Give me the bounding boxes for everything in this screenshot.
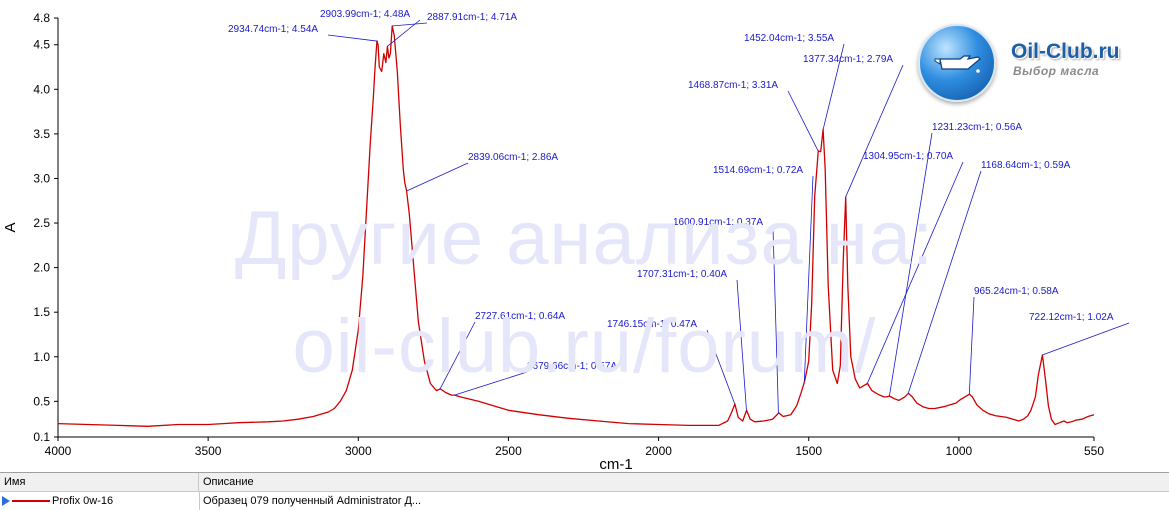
y-tick-label: 4.0 <box>33 82 50 96</box>
legend-row[interactable]: Profix 0w-16 Образец 079 полученный Admi… <box>0 492 1169 510</box>
series-color-swatch <box>12 500 50 502</box>
logo-subtitle: Выбор масла <box>1013 64 1100 78</box>
logo-title: Oil-Club.ru <box>1011 40 1120 63</box>
x-tick-label: 550 <box>1084 444 1104 458</box>
annotation-label: 1707.31cm-1; 0.40A <box>637 269 727 280</box>
row-selected-arrow-icon <box>2 496 10 506</box>
annotation-label: 1168.64cm-1; 0.59A <box>981 160 1071 171</box>
annotation-label: 722.12cm-1; 1.02A <box>1029 312 1114 323</box>
column-header-description[interactable]: Описание <box>203 476 254 488</box>
annotation-leader <box>1042 322 1130 356</box>
annotation-label: 1514.69cm-1; 0.72A <box>713 165 803 176</box>
x-axis-label: cm-1 <box>599 456 632 472</box>
annotation-leader <box>439 321 476 390</box>
y-tick-label: 2.0 <box>33 261 50 275</box>
x-tick-label: 3000 <box>345 444 372 458</box>
spectrum-chart: 4000 3500 3000 2500 2000 1500 1000 550 0.1 0.5 1.0… <box>2 9 1160 472</box>
x-tick-label: 2500 <box>495 444 522 458</box>
oil-club-logo: Oil-Club.ru Выбор масла <box>915 20 1160 110</box>
x-tick-label: 2000 <box>645 444 672 458</box>
x-tick-label: 1500 <box>795 444 822 458</box>
x-tick-label: 4000 <box>45 444 72 458</box>
y-tick-label: 4.5 <box>33 38 50 52</box>
annotation-label: 965.24cm-1; 0.58A <box>974 286 1059 297</box>
annotation-leader <box>866 161 964 384</box>
annotation-label: 1600.91cm-1; 0.37A <box>673 217 763 228</box>
spectrum-line <box>57 25 1095 427</box>
column-divider <box>199 492 200 510</box>
y-tick-label: 3.0 <box>33 171 50 185</box>
annotation-label: 2934.74cm-1; 4.54A <box>228 24 318 35</box>
y-tick-label: 2.5 <box>33 216 50 230</box>
annotation-leader <box>787 90 819 152</box>
annotation-leader <box>406 162 469 192</box>
annotation-leader <box>889 132 933 397</box>
annotation-leader <box>391 22 428 27</box>
annotation-leader <box>845 64 904 198</box>
annotation-label: 2679.66cm-1; 0.57A <box>527 361 617 372</box>
y-tick-label: 1.5 <box>33 305 50 319</box>
y-tick-label: 0.5 <box>33 394 50 408</box>
annotation-leader <box>327 34 378 42</box>
annotation-leader <box>803 175 814 382</box>
series-name: Profix 0w-16 <box>52 495 114 507</box>
y-axis-label: A <box>2 222 19 232</box>
annotation-label: 2839.06cm-1; 2.86A <box>468 152 558 163</box>
legend-table: Имя Описание Profix 0w-16 Образец 079 по… <box>0 472 1169 510</box>
chart-svg: 4000 3500 3000 2500 2000 1500 1000 550 0.1 0.5 1.0… <box>2 9 1130 472</box>
legend-header: Имя Описание <box>0 473 1169 492</box>
annotation-label: 1468.87cm-1; 3.31A <box>688 80 778 91</box>
annotation-leader <box>454 371 528 396</box>
annotation-leader <box>907 170 982 394</box>
annotation-leader <box>968 296 975 395</box>
x-tick-label: 1000 <box>946 444 973 458</box>
annotation-label: 2727.61cm-1; 0.64A <box>475 311 565 322</box>
oil-can-icon <box>934 55 981 73</box>
y-tick-label: 4.8 <box>33 11 50 25</box>
annotation-label: 1231.23cm-1; 0.56A <box>932 122 1022 133</box>
annotation-label: 1452.04cm-1; 3.55A <box>744 33 834 44</box>
annotation-leader <box>772 227 779 413</box>
annotation-label: 1377.34cm-1; 2.79A <box>803 54 893 65</box>
y-tick-label: 1.0 <box>33 350 50 364</box>
annotation-label: 2887.91cm-1; 4.71A <box>427 12 517 23</box>
annotation-label: 1304.95cm-1; 0.70A <box>863 151 953 162</box>
annotation-leader <box>822 43 845 130</box>
logo-badge <box>918 24 996 102</box>
annotation-label: 2903.99cm-1; 4.48A <box>320 9 410 20</box>
annotation-leader <box>736 279 747 411</box>
y-tick-label: 0.1 <box>33 430 50 444</box>
x-tick-label: 3500 <box>195 444 222 458</box>
annotation-label: 1746.15cm-1; 0.47A <box>607 319 697 330</box>
annotation-leader <box>706 329 736 405</box>
column-header-name[interactable]: Имя <box>0 473 199 491</box>
y-tick-label: 3.5 <box>33 127 50 141</box>
series-description: Образец 079 полученный Administrator Д..… <box>203 495 422 507</box>
